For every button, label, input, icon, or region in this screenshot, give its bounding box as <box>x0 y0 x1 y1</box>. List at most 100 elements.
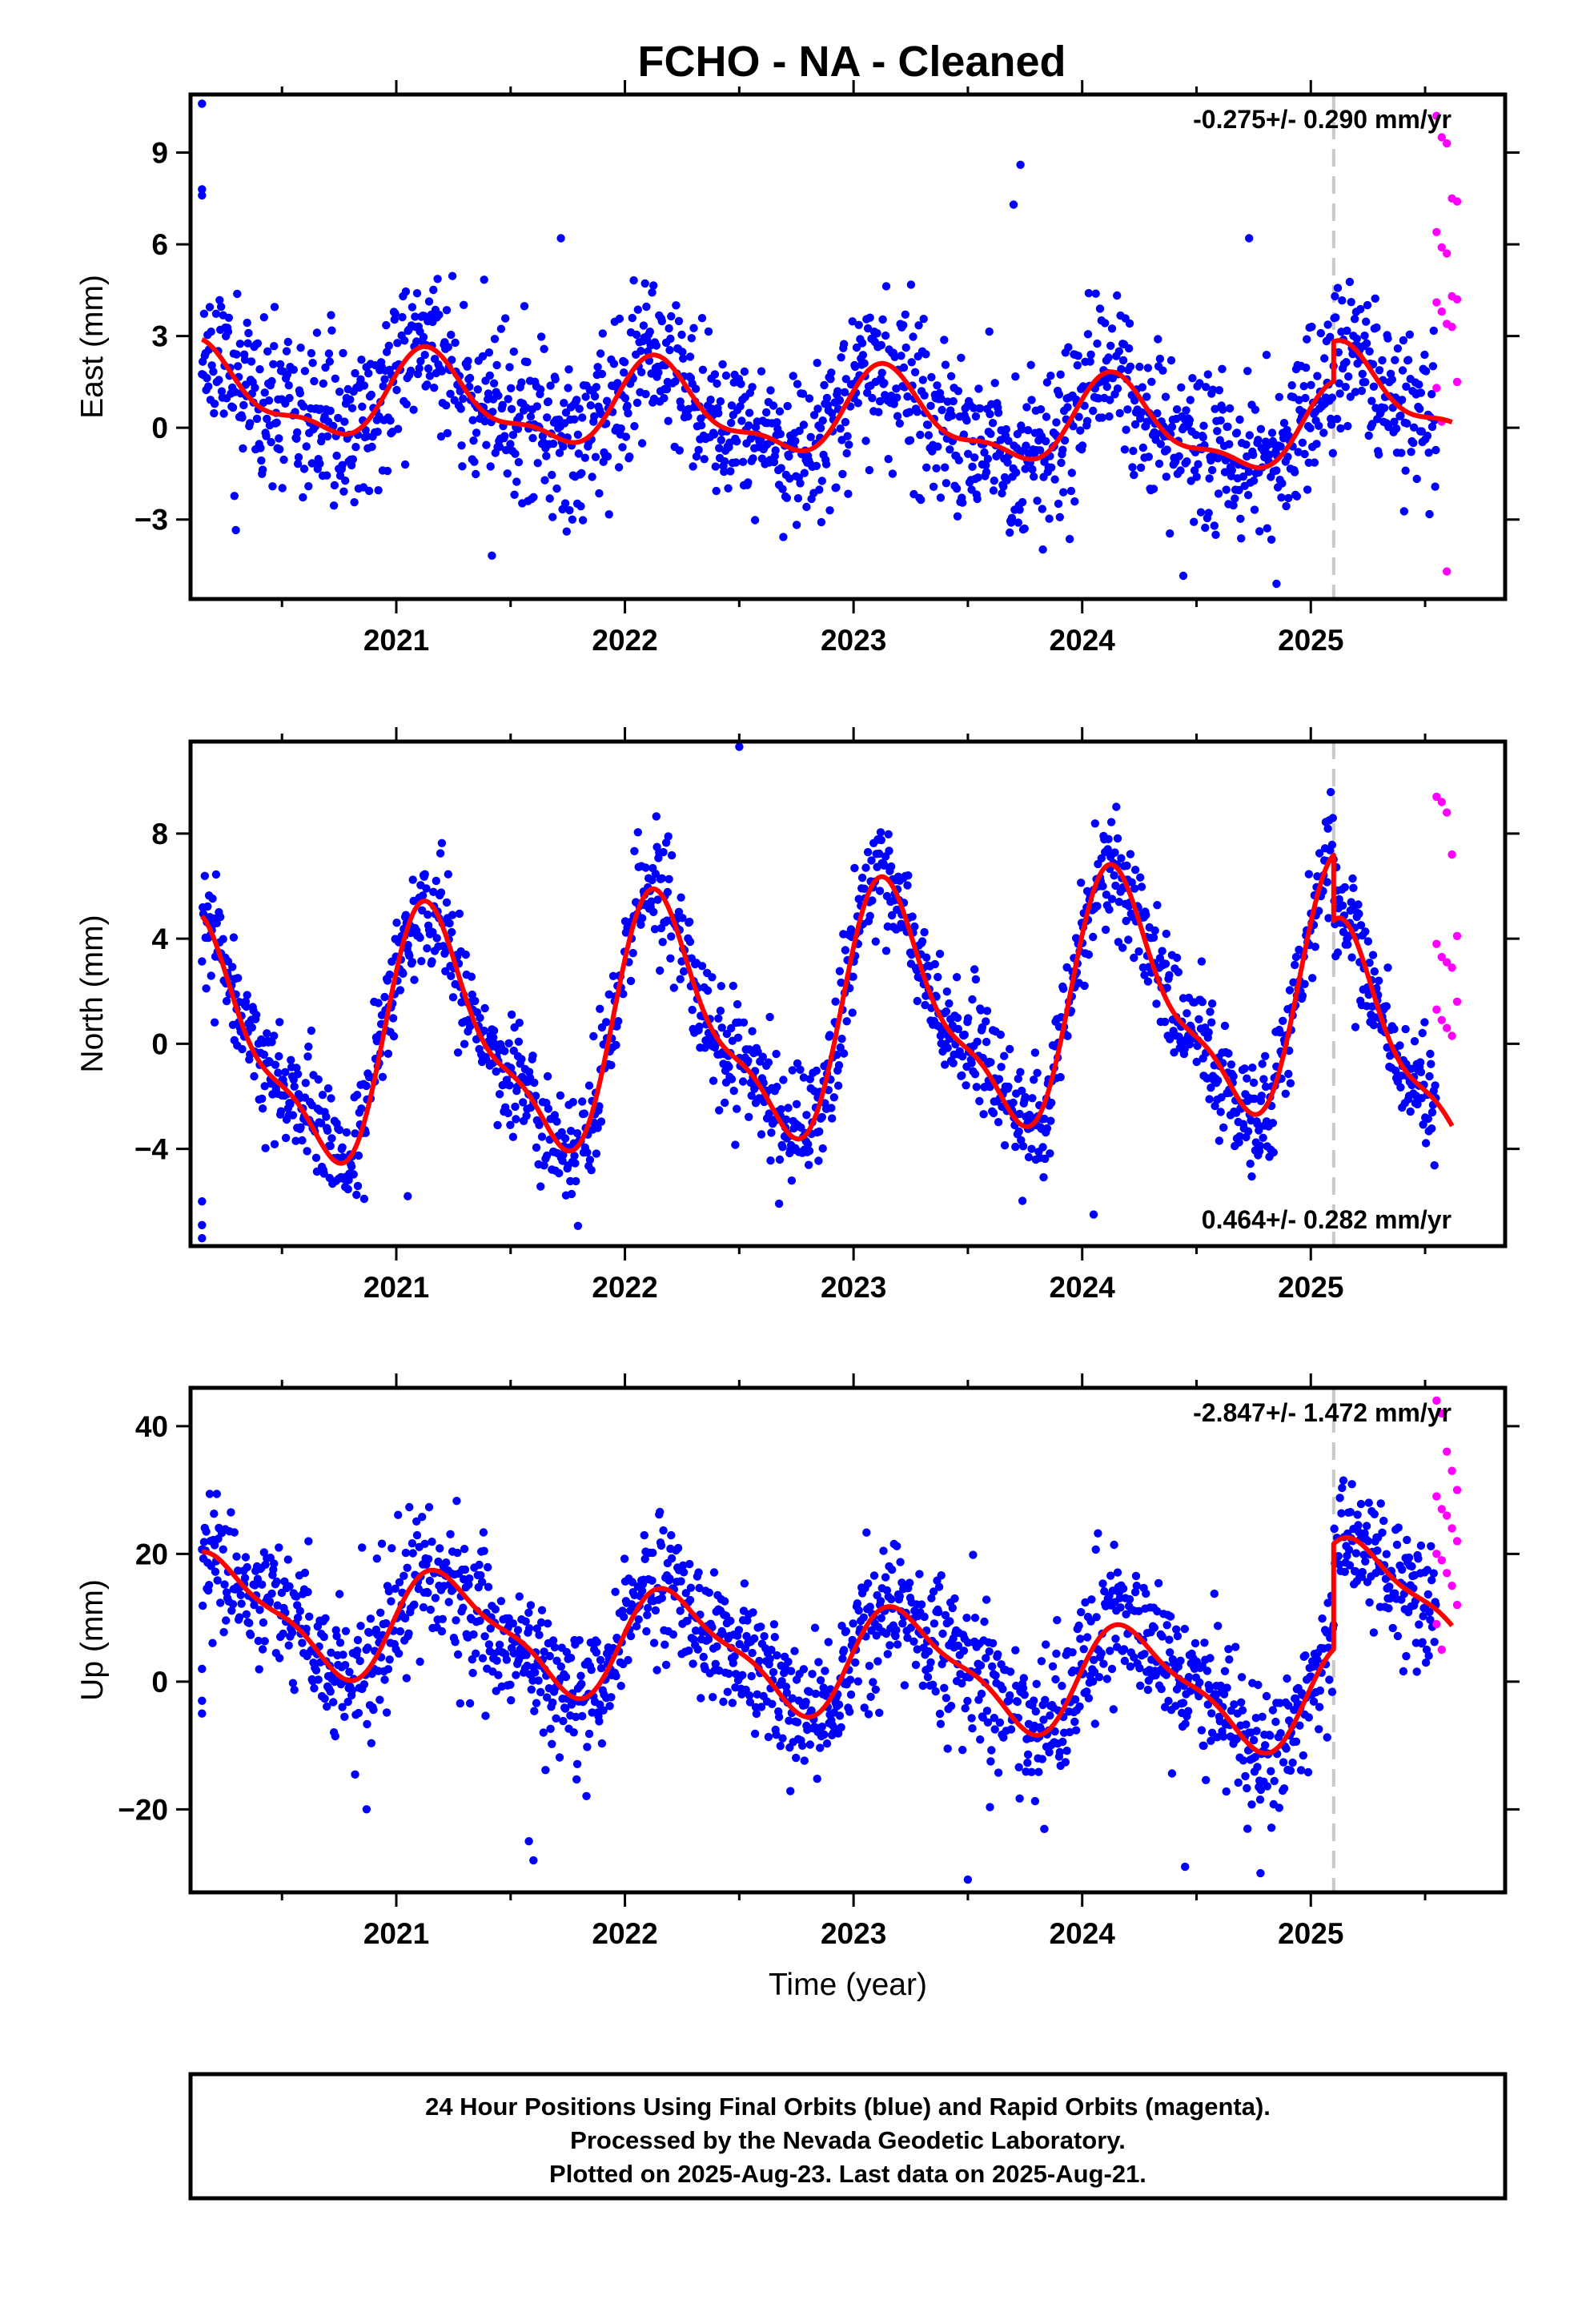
data-point-final <box>1249 450 1258 460</box>
data-point-final <box>602 1018 611 1027</box>
data-point-final <box>1342 358 1351 367</box>
data-point-final <box>383 1665 393 1674</box>
data-point-final <box>661 1660 671 1670</box>
data-point-final <box>1014 1074 1023 1084</box>
data-point-rapid <box>1437 307 1447 316</box>
data-point-final <box>428 1538 436 1546</box>
data-point-final <box>784 1104 793 1112</box>
data-point-final <box>1089 1677 1098 1686</box>
data-point-final <box>1410 1037 1419 1046</box>
data-point-final <box>338 1703 347 1711</box>
data-point-final <box>1047 463 1056 472</box>
data-point-final <box>355 1656 364 1666</box>
data-point-final <box>1343 940 1352 949</box>
data-point-final <box>962 1081 970 1090</box>
data-point-final <box>857 873 867 883</box>
data-point-final <box>484 389 493 398</box>
data-point-final <box>1023 1750 1033 1759</box>
data-point-final <box>1218 364 1227 373</box>
data-point-final <box>264 396 274 405</box>
data-point-final <box>685 352 695 361</box>
data-point-final <box>865 1662 874 1671</box>
data-point-final <box>327 1094 335 1103</box>
data-point-final <box>885 846 893 855</box>
data-point-final <box>1188 374 1197 383</box>
data-point-final <box>470 457 479 466</box>
velocity-label: 0.464+/- 0.282 mm/yr <box>1202 1205 1452 1234</box>
data-point-final <box>548 1739 556 1748</box>
data-point-final <box>791 436 800 445</box>
data-point-final <box>338 460 347 469</box>
data-point-final <box>632 1622 641 1630</box>
data-point-final <box>261 1144 270 1152</box>
data-point-final <box>1018 425 1026 434</box>
data-point-final <box>362 1081 371 1091</box>
data-point-final <box>1206 1654 1215 1663</box>
data-point-final <box>1027 1767 1036 1776</box>
data-point-final <box>1194 460 1203 468</box>
data-point-final <box>765 1012 774 1022</box>
data-point-final <box>1335 379 1343 388</box>
data-point-final <box>442 1558 451 1567</box>
data-point-final <box>697 1694 705 1703</box>
data-point-final <box>1208 385 1218 394</box>
data-point-final <box>685 937 695 947</box>
data-point-final <box>636 920 645 929</box>
data-point-final <box>946 1617 954 1626</box>
data-point-final <box>1306 424 1315 432</box>
data-point-final <box>903 881 912 890</box>
data-point-final <box>1222 1787 1231 1796</box>
data-point-final <box>283 337 292 347</box>
data-point-final <box>910 922 919 931</box>
data-point-final <box>315 459 324 468</box>
data-point-final <box>573 1221 583 1231</box>
data-point-final <box>1092 1613 1101 1622</box>
data-point-final <box>1158 947 1166 955</box>
data-point-final <box>887 862 896 871</box>
data-point-final <box>408 1539 417 1548</box>
data-point-final <box>477 1578 487 1586</box>
data-point-final <box>1365 347 1374 356</box>
data-point-final <box>1035 446 1045 455</box>
data-point-final <box>405 951 414 960</box>
data-point-final <box>733 1104 741 1113</box>
data-point-final <box>198 957 207 966</box>
data-point-final <box>808 1670 817 1679</box>
data-point-final <box>1013 1697 1022 1707</box>
data-point-final <box>548 1636 558 1645</box>
data-point-final <box>1304 870 1314 879</box>
data-point-final <box>861 436 870 445</box>
data-point-final <box>672 301 681 310</box>
data-point-final <box>1045 514 1054 523</box>
data-point-final <box>198 1220 207 1230</box>
data-point-final <box>404 940 412 950</box>
data-point-final <box>351 1770 359 1779</box>
data-point-final <box>1118 356 1128 365</box>
data-point-final <box>946 445 954 454</box>
data-point-final <box>1374 450 1383 459</box>
data-point-final <box>1214 1622 1223 1630</box>
data-point-final <box>589 1031 598 1041</box>
data-point-final <box>799 1665 809 1674</box>
data-point-final <box>648 1576 656 1586</box>
data-point-final <box>1431 482 1439 491</box>
data-point-final <box>782 493 791 502</box>
data-point-final <box>469 1630 478 1639</box>
data-point-final <box>1397 448 1406 457</box>
data-point-final <box>674 316 684 326</box>
data-point-final <box>879 1546 888 1555</box>
data-point-final <box>1004 1082 1013 1092</box>
data-point-final <box>938 1629 947 1638</box>
data-point-final <box>1197 957 1207 966</box>
data-point-final <box>506 1120 515 1130</box>
data-point-final <box>887 1565 897 1574</box>
data-point-final <box>519 1098 528 1107</box>
data-point-final <box>1191 431 1201 440</box>
data-point-final <box>302 1624 311 1634</box>
data-point-final <box>540 344 548 353</box>
data-point-final <box>1429 326 1439 336</box>
data-point-final <box>958 1746 967 1755</box>
data-point-final <box>876 1597 885 1606</box>
data-point-final <box>556 1091 565 1100</box>
data-point-final <box>363 1643 372 1652</box>
